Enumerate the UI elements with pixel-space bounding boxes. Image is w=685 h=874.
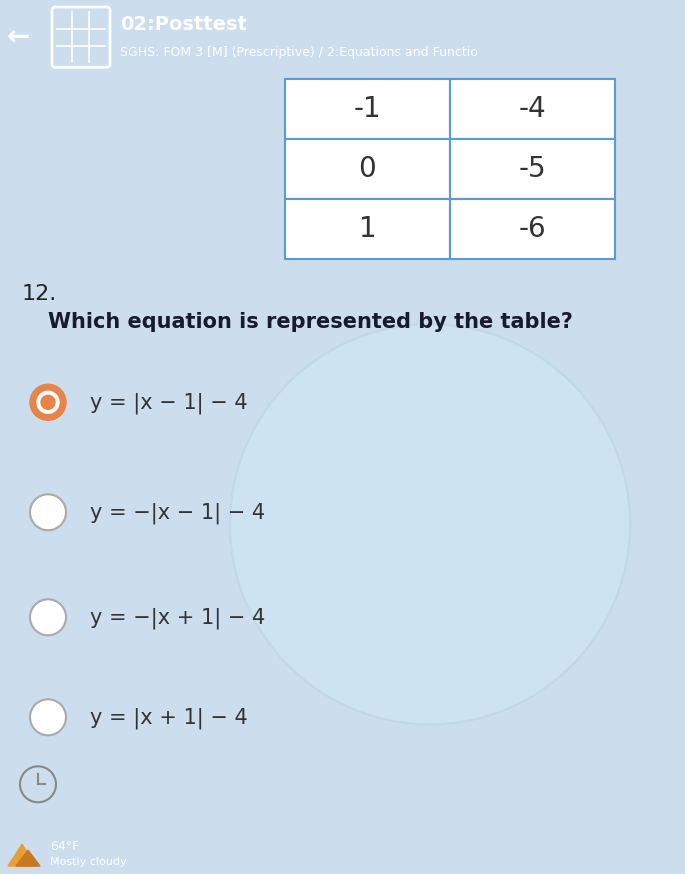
Text: 02:Posttest: 02:Posttest (120, 15, 247, 33)
Text: SGHS: FOM 3 [M] (Prescriptive) / 2:Equations and Functio: SGHS: FOM 3 [M] (Prescriptive) / 2:Equat… (120, 45, 478, 59)
Text: -5: -5 (519, 156, 547, 184)
Text: 12.: 12. (22, 284, 58, 304)
Text: y = |x + 1| − 4: y = |x + 1| − 4 (90, 707, 248, 729)
Text: 64°F: 64°F (50, 840, 79, 853)
Polygon shape (16, 850, 40, 866)
Text: Mostly cloudy: Mostly cloudy (50, 857, 127, 867)
Bar (285, 139, 450, 199)
Text: 0: 0 (359, 156, 376, 184)
Text: -4: -4 (519, 95, 547, 123)
Text: y = |x − 1| − 4: y = |x − 1| − 4 (90, 392, 247, 413)
Text: y = −|x − 1| − 4: y = −|x − 1| − 4 (90, 503, 265, 524)
Bar (450, 139, 615, 199)
Circle shape (30, 600, 66, 635)
Circle shape (37, 392, 59, 413)
Circle shape (30, 699, 66, 735)
Text: ←: ← (6, 23, 29, 52)
Bar (450, 199, 615, 260)
Text: y = −|x + 1| − 4: y = −|x + 1| − 4 (90, 607, 265, 628)
Polygon shape (8, 844, 36, 866)
Text: Which equation is represented by the table?: Which equation is represented by the tab… (48, 312, 573, 332)
Text: 1: 1 (359, 215, 376, 243)
Circle shape (30, 495, 66, 531)
Text: -1: -1 (353, 95, 382, 123)
Circle shape (30, 385, 66, 420)
Text: -6: -6 (519, 215, 547, 243)
Bar (285, 80, 450, 139)
Circle shape (230, 324, 630, 725)
Bar (450, 80, 615, 139)
Bar (285, 199, 450, 260)
Circle shape (41, 395, 55, 409)
